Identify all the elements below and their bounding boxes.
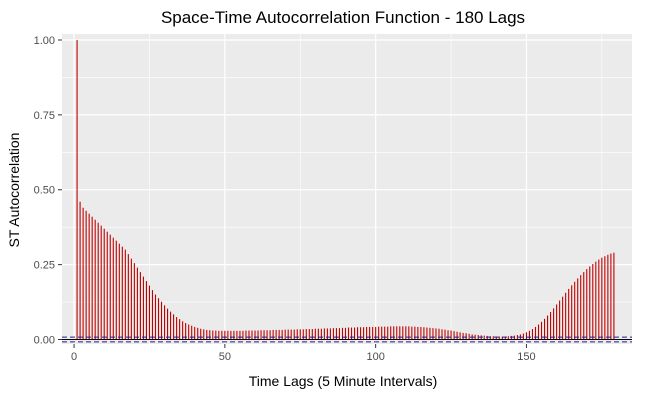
y-axis: 0.00 0.25 0.50 0.75 1.00 (34, 35, 62, 347)
plot-panel (62, 34, 632, 344)
y-tick-label: 0.50 (34, 185, 55, 197)
x-tick-label: 0 (71, 351, 77, 363)
x-axis-title: Time Lags (5 Minute Intervals) (249, 373, 438, 389)
chart-title: Space-Time Autocorrelation Function - 18… (161, 8, 525, 27)
x-tick-label: 100 (366, 351, 384, 363)
y-axis-title: ST Autocorrelation (6, 133, 22, 248)
minor-gridlines (62, 34, 632, 344)
y-tick-label: 1.00 (34, 35, 55, 47)
y-tick-label: 0.75 (34, 110, 55, 122)
x-axis: 0 50 100 150 (71, 344, 536, 363)
y-tick-label: 0.25 (34, 260, 55, 272)
reference-lines (62, 336, 632, 343)
x-tick-label: 150 (517, 351, 535, 363)
y-tick-label: 0.00 (34, 335, 55, 347)
x-tick-label: 50 (219, 351, 231, 363)
